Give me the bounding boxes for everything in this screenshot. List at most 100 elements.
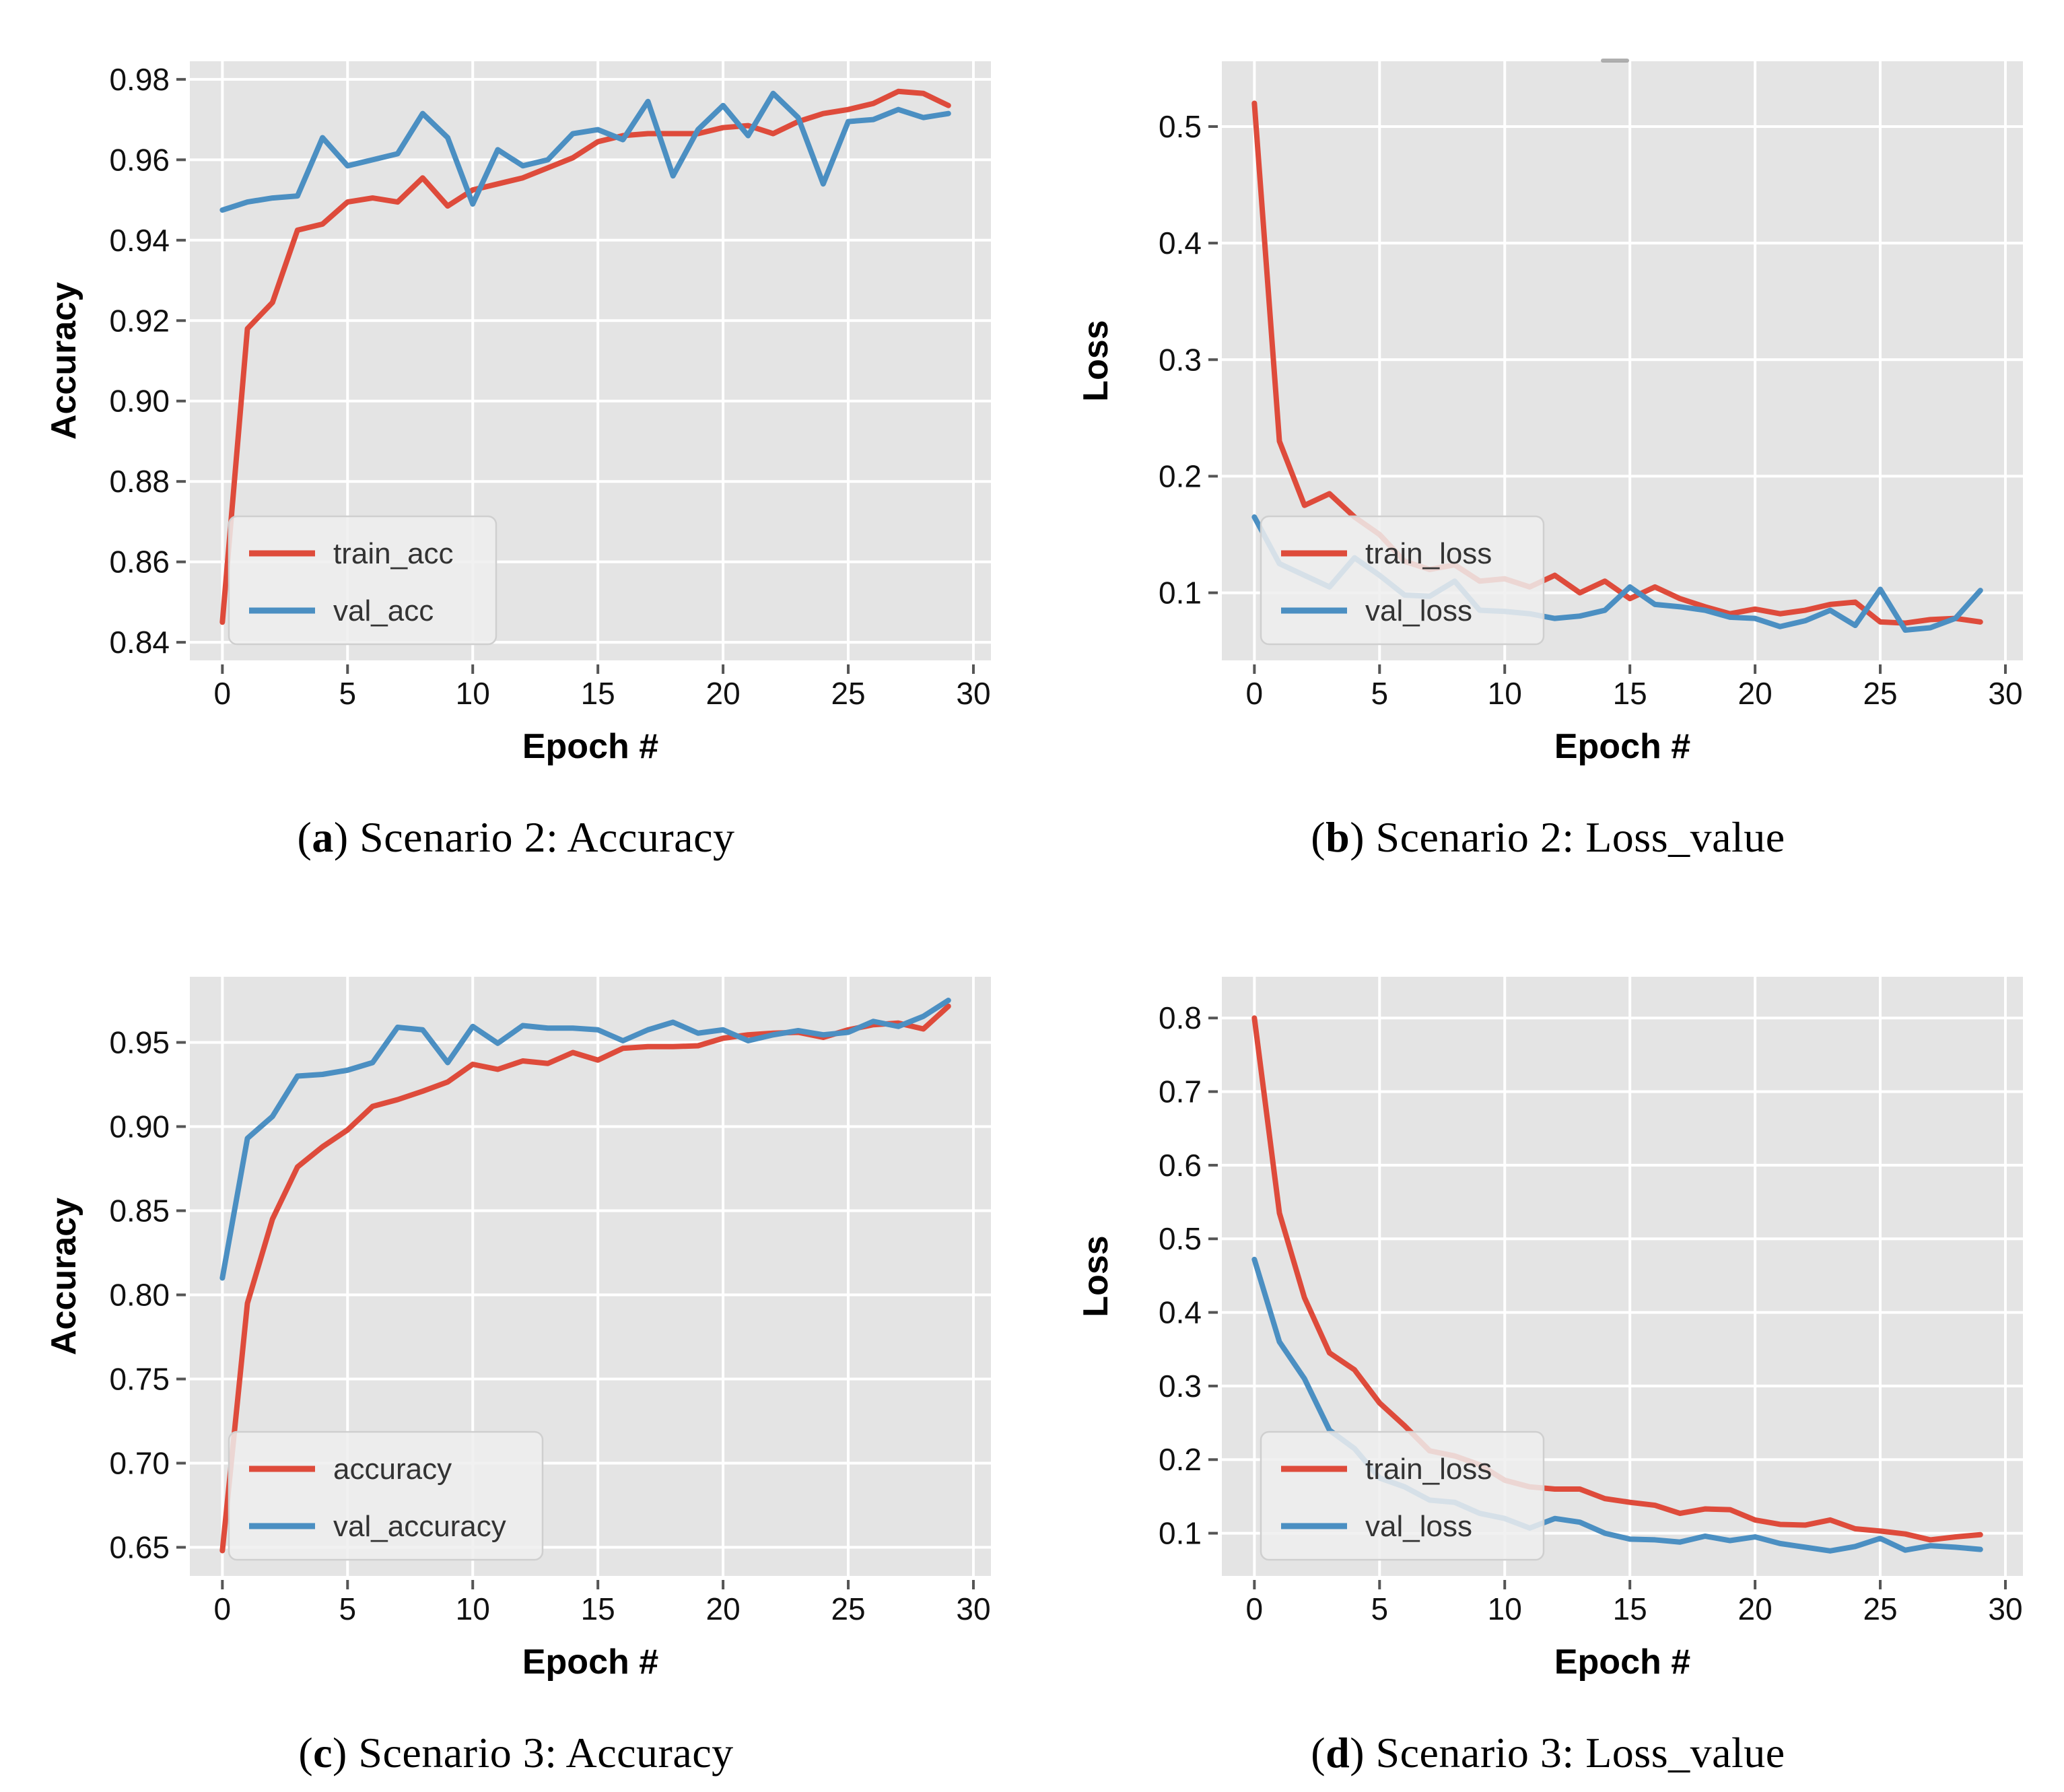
x-tick-label: 0 <box>213 676 231 711</box>
y-tick-label: 0.4 <box>1159 1295 1202 1330</box>
x-tick-label: 15 <box>1612 676 1647 711</box>
y-tick-label: 0.70 <box>109 1446 170 1481</box>
caption-b-open: ( <box>1311 813 1326 861</box>
y-axis-label: Loss <box>1076 1235 1115 1317</box>
x-axis-label: Epoch # <box>522 1643 658 1682</box>
chart-scenario2-accuracy: 0 5 10 15 20 25 30 0.84 0.86 0.88 0.90 0.92 0.94 0.96… <box>44 61 991 766</box>
y-tick-label: 0.75 <box>109 1362 170 1397</box>
x-tick-label: 30 <box>956 1591 990 1626</box>
x-tick-label: 25 <box>831 676 865 711</box>
y-tick-label: 0.4 <box>1159 226 1202 261</box>
y-tick-label: 0.90 <box>109 384 170 419</box>
y-tick-label: 0.90 <box>109 1109 170 1144</box>
caption-d-open: ( <box>1311 1729 1326 1777</box>
x-tick-label: 20 <box>706 676 740 711</box>
y-tick-label: 0.6 <box>1159 1148 1202 1183</box>
legend-label-val_accuracy: val_accuracy <box>333 1510 506 1543</box>
x-tick-label: 20 <box>1738 676 1772 711</box>
legend-label-val_loss: val_loss <box>1365 594 1472 627</box>
legend-label-val_acc: val_acc <box>333 594 434 627</box>
y-tick-label: 0.95 <box>109 1025 170 1060</box>
caption-c-open: ( <box>298 1729 314 1777</box>
y-tick-label: 0.7 <box>1159 1074 1202 1109</box>
x-tick-label: 20 <box>706 1591 740 1626</box>
panel-scenario2-loss: 0 5 10 15 20 25 30 0.1 0.2 0.3 0.4 0.5 train_loss val… <box>1059 28 2037 862</box>
x-tick-label: 5 <box>339 1591 356 1626</box>
x-tick-label: 5 <box>339 676 356 711</box>
x-tick-label: 0 <box>213 1591 231 1626</box>
x-axis-label: Epoch # <box>522 727 658 766</box>
y-axis-label: Accuracy <box>44 1198 83 1355</box>
x-tick-label: 5 <box>1371 676 1388 711</box>
caption-b: (b) Scenario 2: Loss_value <box>1311 813 1785 862</box>
panel-scenario3-loss: 0 5 10 15 20 25 30 0.1 0.2 0.3 0.4 0.5 0.6 0.7 0.8 trai… <box>1059 943 2037 1778</box>
y-tick-label: 0.3 <box>1159 1369 1202 1404</box>
x-tick-label: 25 <box>1863 676 1897 711</box>
caption-a-open: ( <box>297 813 312 861</box>
legend-label-val_loss: val_loss <box>1365 1510 1472 1543</box>
y-tick-label: 0.85 <box>109 1194 170 1229</box>
y-tick-label: 0.1 <box>1159 1516 1202 1551</box>
x-tick-label: 15 <box>1612 1591 1647 1626</box>
caption-b-text: ) Scenario 2: Loss_value <box>1350 813 1785 861</box>
panel-scenario3-accuracy: 0 5 10 15 20 25 30 0.65 0.70 0.75 0.80 0.85 0.90 0.95… <box>27 943 1005 1778</box>
chart-scenario2-loss: 0 5 10 15 20 25 30 0.1 0.2 0.3 0.4 0.5 train_lossval… <box>1076 61 2023 766</box>
caption-d-text: ) Scenario 3: Loss_value <box>1350 1729 1785 1777</box>
y-tick-label: 0.88 <box>109 464 170 499</box>
x-tick-label: 10 <box>1487 676 1521 711</box>
y-tick-label: 0.65 <box>109 1530 170 1565</box>
x-axis-label: Epoch # <box>1554 1643 1690 1682</box>
x-tick-label: 5 <box>1371 1591 1388 1626</box>
x-tick-label: 25 <box>831 1591 865 1626</box>
x-tick-label: 20 <box>1738 1591 1772 1626</box>
series-line-train_loss <box>1251 1015 1983 1543</box>
legend-label-train_loss: train_loss <box>1365 1453 1492 1486</box>
x-tick-label: 30 <box>1988 676 2022 711</box>
caption-a-letter: a <box>312 813 334 861</box>
x-tick-label: 0 <box>1245 1591 1263 1626</box>
panel-scenario2-accuracy: 0 5 10 15 20 25 30 0.84 0.86 0.88 0.90 0.92 0.94 0.96… <box>27 28 1005 862</box>
caption-c: (c) Scenario 3: Accuracy <box>298 1728 733 1778</box>
chart-scenario3-loss: 0 5 10 15 20 25 30 0.1 0.2 0.3 0.4 0.5 0.6 0.7 0.8 trai… <box>1076 977 2023 1682</box>
y-tick-label: 0.94 <box>109 223 170 258</box>
y-tick-label: 0.2 <box>1159 458 1202 493</box>
series-line-train_acc <box>219 88 951 625</box>
stray-mark <box>1601 59 1629 63</box>
x-tick-label: 30 <box>956 676 990 711</box>
y-tick-label: 0.3 <box>1159 342 1202 377</box>
x-tick-label: 0 <box>1245 676 1263 711</box>
y-tick-label: 0.96 <box>109 142 170 177</box>
x-tick-label: 10 <box>1487 1591 1521 1626</box>
y-tick-label: 0.98 <box>109 62 170 97</box>
y-tick-label: 0.92 <box>109 303 170 338</box>
caption-c-text: ) Scenario 3: Accuracy <box>333 1729 734 1777</box>
caption-a: (a) Scenario 2: Accuracy <box>298 813 735 862</box>
caption-b-letter: b <box>1326 813 1350 861</box>
y-tick-label: 0.2 <box>1159 1442 1202 1477</box>
y-tick-label: 0.80 <box>109 1278 170 1313</box>
caption-a-text: ) Scenario 2: Accuracy <box>333 813 735 861</box>
y-tick-label: 0.8 <box>1159 1000 1202 1035</box>
caption-d-letter: d <box>1326 1729 1350 1777</box>
x-tick-label: 15 <box>580 676 615 711</box>
series-line-val_accuracy <box>219 998 951 1281</box>
x-tick-label: 25 <box>1863 1591 1897 1626</box>
x-tick-label: 30 <box>1988 1591 2022 1626</box>
y-tick-label: 0.5 <box>1159 1221 1202 1256</box>
caption-d: (d) Scenario 3: Loss_value <box>1311 1728 1785 1778</box>
x-tick-label: 10 <box>455 676 489 711</box>
x-tick-label: 15 <box>580 1591 615 1626</box>
legend-label-accuracy: accuracy <box>333 1453 452 1486</box>
series-line-val_acc <box>219 90 951 213</box>
chart-scenario3-accuracy: 0 5 10 15 20 25 30 0.65 0.70 0.75 0.80 0.85 0.90 0.95… <box>44 977 991 1682</box>
y-tick-label: 0.5 <box>1159 109 1202 144</box>
y-tick-label: 0.1 <box>1159 576 1202 611</box>
legend-label-train_acc: train_acc <box>333 537 454 570</box>
x-tick-label: 10 <box>455 1591 489 1626</box>
y-axis-label: Accuracy <box>44 282 83 440</box>
caption-c-letter: c <box>313 1729 333 1777</box>
y-tick-label: 0.84 <box>109 625 170 660</box>
y-axis-label: Loss <box>1076 320 1115 401</box>
x-axis-label: Epoch # <box>1554 727 1690 766</box>
